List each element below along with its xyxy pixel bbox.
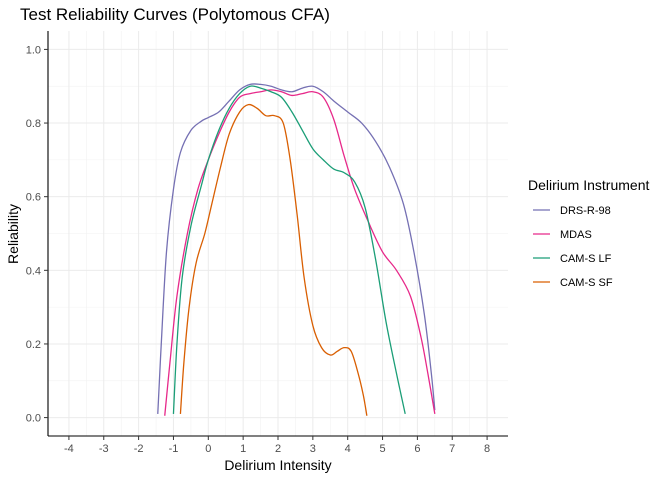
series-line-drs-r-98 — [157, 83, 436, 414]
y-tick-label: 0.2 — [26, 339, 41, 351]
y-tick-label: 0.8 — [26, 118, 41, 130]
x-tick-label: -3 — [99, 443, 109, 455]
chart-title: Test Reliability Curves (Polytomous CFA) — [20, 5, 330, 24]
legend-label-mdas: MDAS — [560, 229, 592, 241]
tick-labels: -4 -3 -2 -1 0 1 2 3 4 5 6 7 8 0.0 0.2 0.4 0.6 0.8 1.0 — [26, 44, 490, 455]
x-tick-label: 4 — [345, 443, 351, 455]
y-tick-label: 0.0 — [26, 413, 41, 425]
x-tick-label: 8 — [484, 443, 490, 455]
x-tick-label: -2 — [134, 443, 144, 455]
series-lines — [157, 83, 436, 416]
legend-label-cam-s-lf: CAM-S LF — [560, 253, 612, 265]
x-tick-label: 0 — [205, 443, 211, 455]
legend: Delirium Instrument DRS-R-98 MDAS CAM-S LF… — [528, 177, 649, 289]
x-tick-label: -4 — [64, 443, 74, 455]
x-tick-label: 2 — [275, 443, 281, 455]
y-axis-title: Reliability — [5, 204, 21, 264]
x-axis-title: Delirium Intensity — [224, 457, 331, 473]
x-tick-label: 1 — [240, 443, 246, 455]
x-tick-label: 5 — [379, 443, 385, 455]
legend-title: Delirium Instrument — [528, 177, 649, 193]
series-line-mdas — [164, 89, 436, 416]
series-line-cam-s-lf — [172, 85, 406, 415]
y-tick-label: 0.6 — [26, 192, 41, 204]
x-tick-label: 6 — [414, 443, 420, 455]
gridlines — [48, 31, 508, 436]
legend-label-cam-s-sf: CAM-S SF — [560, 277, 613, 289]
series-line-cam-s-sf — [179, 103, 368, 416]
x-tick-label: -1 — [169, 443, 179, 455]
legend-label-drs-r-98: DRS-R-98 — [560, 205, 611, 217]
x-tick-label: 3 — [310, 443, 316, 455]
x-tick-label: 7 — [449, 443, 455, 455]
y-tick-label: 0.4 — [26, 265, 41, 277]
y-tick-label: 1.0 — [26, 44, 41, 56]
